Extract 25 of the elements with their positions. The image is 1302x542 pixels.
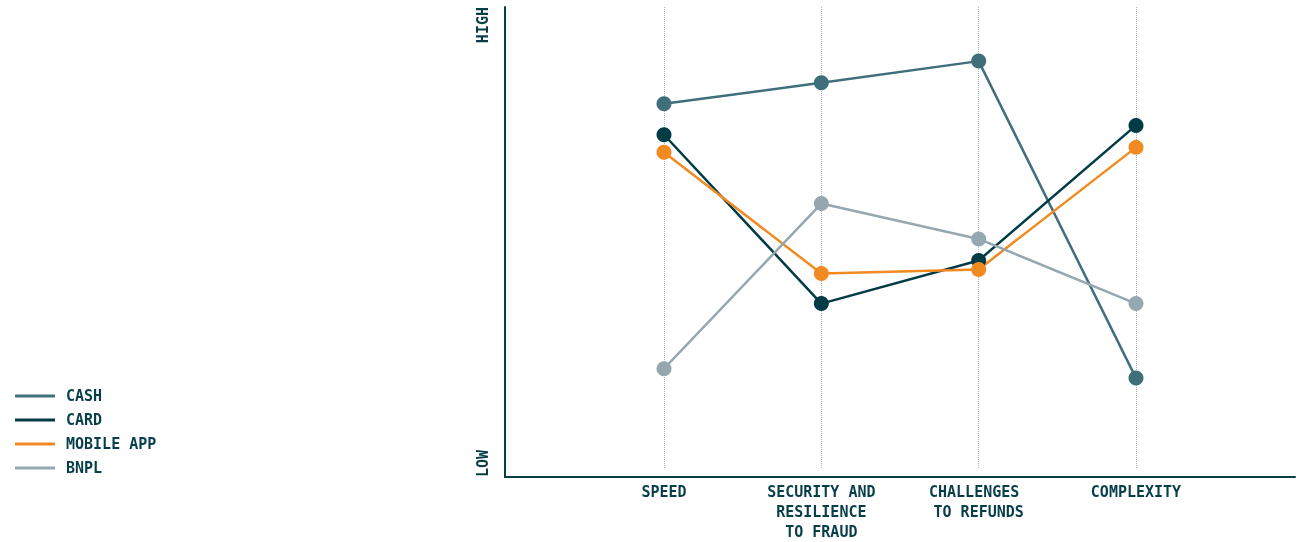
text: LOW — [474, 448, 492, 477]
point — [1128, 296, 1144, 312]
point — [971, 53, 987, 69]
point — [971, 261, 987, 277]
point — [1128, 370, 1144, 386]
point — [656, 361, 672, 377]
text: HIGH — [474, 7, 492, 44]
legend-label: CASH — [66, 387, 103, 405]
point — [813, 296, 829, 312]
point — [813, 196, 829, 212]
x-tick-label: COMPLEXITY — [1090, 483, 1182, 501]
point — [1128, 117, 1144, 133]
point — [656, 144, 672, 160]
legend-label: MOBILE APP — [66, 435, 157, 453]
point — [813, 266, 829, 282]
x-tick-label: CHALLENGES TO REFUNDS — [928, 483, 1029, 521]
point — [656, 96, 672, 112]
x-tick-label: SECURITY AND RESILIENCE TO FRAUD — [767, 483, 876, 541]
point — [813, 75, 829, 91]
point — [1128, 139, 1144, 155]
point — [656, 127, 672, 143]
x-tick-label: SPEED — [641, 483, 687, 501]
point — [971, 231, 987, 247]
legend-label: BNPL — [66, 459, 103, 477]
legend-label: CARD — [66, 411, 103, 429]
